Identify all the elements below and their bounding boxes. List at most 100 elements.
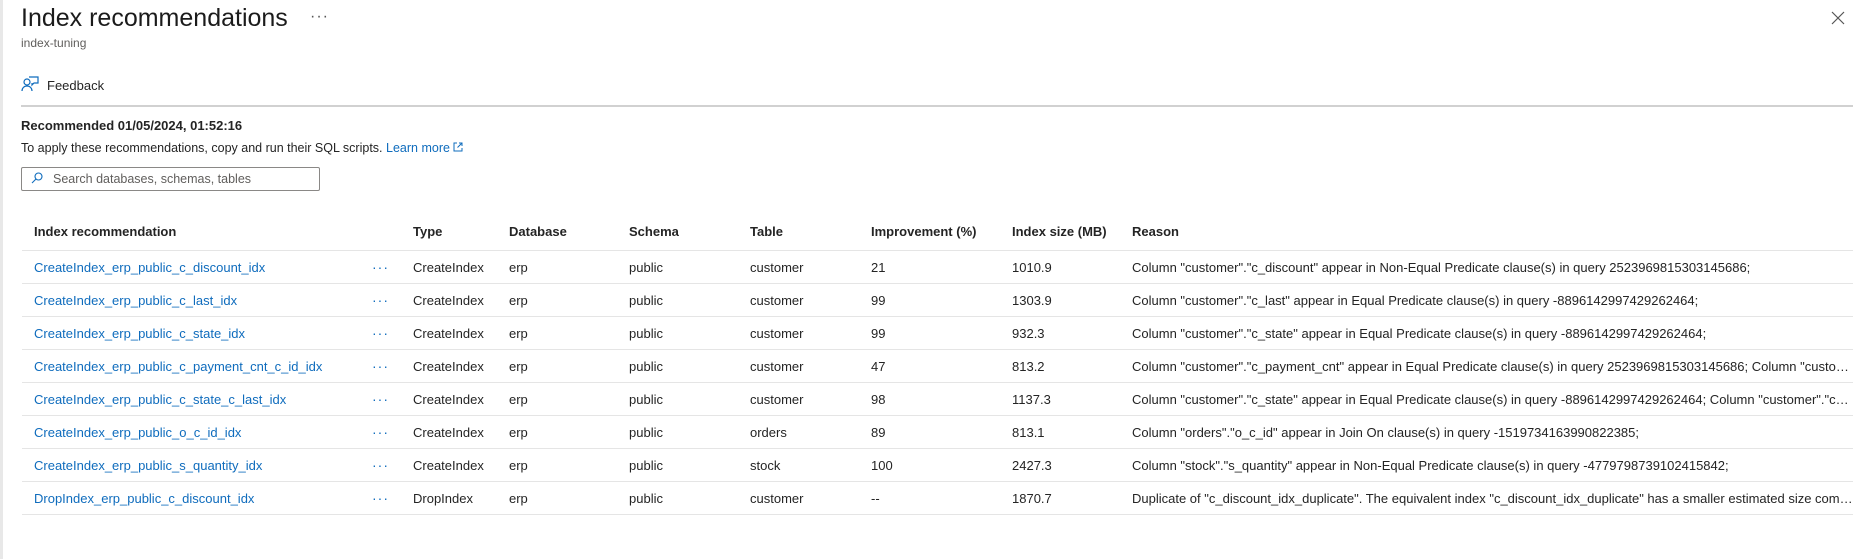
table-row: CreateIndex_erp_public_c_payment_cnt_c_i…: [22, 349, 1853, 383]
row-more-actions-button[interactable]: ···: [372, 250, 413, 284]
index-recommendation-link[interactable]: CreateIndex_erp_public_c_state_c_last_id…: [22, 382, 372, 416]
feedback-label: Feedback: [47, 78, 105, 93]
index-size-cell: 813.1: [1012, 415, 1132, 449]
row-more-actions-button[interactable]: ···: [372, 316, 413, 350]
index-recommendation-link[interactable]: CreateIndex_erp_public_o_c_id_idx: [22, 415, 372, 449]
apply-instructions: To apply these recommendations, copy and…: [21, 141, 463, 155]
schema-cell: public: [629, 448, 750, 482]
database-cell: erp: [509, 481, 629, 515]
search-input[interactable]: [53, 172, 303, 186]
type-cell: CreateIndex: [413, 316, 509, 350]
learn-more-label: Learn more: [386, 141, 450, 155]
table-row: CreateIndex_erp_public_c_last_idx ··· Crea…: [22, 283, 1853, 317]
learn-more-link[interactable]: Learn more: [386, 141, 463, 155]
index-size-cell: 1870.7: [1012, 481, 1132, 515]
index-recommendation-link[interactable]: CreateIndex_erp_public_c_state_idx: [22, 316, 372, 350]
index-recommendation-link[interactable]: DropIndex_erp_public_c_discount_idx: [22, 481, 372, 515]
index-size-cell: 2427.3: [1012, 448, 1132, 482]
table-cell: customer: [750, 316, 871, 350]
index-size-cell: 932.3: [1012, 316, 1132, 350]
toolbar-divider: [21, 105, 1853, 107]
column-header-type[interactable]: Type: [413, 223, 443, 239]
feedback-icon: [21, 76, 39, 95]
row-more-actions-button[interactable]: ···: [372, 349, 413, 383]
improvement-cell: 47: [871, 349, 1012, 383]
index-recommendation-link[interactable]: CreateIndex_erp_public_c_discount_idx: [22, 250, 372, 284]
type-cell: CreateIndex: [413, 382, 509, 416]
table-row: CreateIndex_erp_public_c_discount_idx ···…: [22, 250, 1853, 284]
database-cell: erp: [509, 283, 629, 317]
database-cell: erp: [509, 316, 629, 350]
table-row: DropIndex_erp_public_c_discount_idx ··· Dr…: [22, 481, 1853, 515]
database-cell: erp: [509, 415, 629, 449]
type-cell: CreateIndex: [413, 415, 509, 449]
row-more-actions-button[interactable]: ···: [372, 448, 413, 482]
schema-cell: public: [629, 382, 750, 416]
page-subtitle: index-tuning: [21, 36, 87, 50]
improvement-cell: 98: [871, 382, 1012, 416]
table-cell: customer: [750, 250, 871, 284]
search-icon: [22, 171, 53, 187]
column-header-index-recommendation[interactable]: Index recommendation: [34, 223, 177, 239]
reason-cell: Column "orders"."o_c_id" appear in Join …: [1132, 415, 1853, 449]
database-cell: erp: [509, 448, 629, 482]
reason-cell: Duplicate of "c_discount_idx_duplicate".…: [1132, 481, 1853, 515]
column-header-index-size[interactable]: Index size (MB): [1012, 223, 1107, 239]
table-header-row: Index recommendation Type Database Schem…: [22, 212, 1853, 251]
reason-cell: Column "customer"."c_state" appear in Eq…: [1132, 382, 1853, 416]
reason-cell: Column "customer"."c_discount" appear in…: [1132, 250, 1853, 284]
external-link-icon: [453, 141, 463, 155]
search-box[interactable]: [21, 167, 320, 191]
table-cell: customer: [750, 382, 871, 416]
row-more-actions-button[interactable]: ···: [372, 415, 413, 449]
recommended-timestamp: Recommended 01/05/2024, 01:52:16: [21, 118, 243, 133]
row-more-actions-button[interactable]: ···: [372, 283, 413, 317]
feedback-button[interactable]: Feedback: [21, 76, 104, 95]
reason-cell: Column "customer"."c_last" appear in Equ…: [1132, 283, 1853, 317]
type-cell: CreateIndex: [413, 250, 509, 284]
table-row: CreateIndex_erp_public_c_state_c_last_id…: [22, 382, 1853, 416]
improvement-cell: 99: [871, 283, 1012, 317]
index-size-cell: 1010.9: [1012, 250, 1132, 284]
close-icon[interactable]: [1829, 9, 1847, 27]
type-cell: CreateIndex: [413, 448, 509, 482]
schema-cell: public: [629, 316, 750, 350]
index-recommendation-link[interactable]: CreateIndex_erp_public_c_last_idx: [22, 283, 372, 317]
schema-cell: public: [629, 415, 750, 449]
panel-left-border: [0, 0, 3, 559]
table-cell: customer: [750, 349, 871, 383]
schema-cell: public: [629, 283, 750, 317]
improvement-cell: 99: [871, 316, 1012, 350]
schema-cell: public: [629, 481, 750, 515]
index-recommendation-link[interactable]: CreateIndex_erp_public_s_quantity_idx: [22, 448, 372, 482]
table-cell: customer: [750, 481, 871, 515]
type-cell: CreateIndex: [413, 349, 509, 383]
index-size-cell: 1303.9: [1012, 283, 1132, 317]
table-row: CreateIndex_erp_public_c_state_idx ··· Cre…: [22, 316, 1853, 350]
reason-cell: Column "customer"."c_payment_cnt" appear…: [1132, 349, 1853, 383]
column-header-reason[interactable]: Reason: [1132, 223, 1179, 239]
recommendations-table: Index recommendation Type Database Schem…: [22, 212, 1853, 515]
page-title: Index recommendations: [21, 4, 288, 32]
index-recommendation-link[interactable]: CreateIndex_erp_public_c_payment_cnt_c_i…: [22, 349, 372, 383]
reason-cell: Column "customer"."c_state" appear in Eq…: [1132, 316, 1853, 350]
table-cell: stock: [750, 448, 871, 482]
type-cell: DropIndex: [413, 481, 509, 515]
improvement-cell: 100: [871, 448, 1012, 482]
index-size-cell: 1137.3: [1012, 382, 1132, 416]
more-options-button[interactable]: ···: [310, 8, 329, 25]
column-header-improvement[interactable]: Improvement (%): [871, 223, 977, 239]
schema-cell: public: [629, 349, 750, 383]
row-more-actions-button[interactable]: ···: [372, 382, 413, 416]
table-cell: customer: [750, 283, 871, 317]
row-more-actions-button[interactable]: ···: [372, 481, 413, 515]
type-cell: CreateIndex: [413, 283, 509, 317]
column-header-table[interactable]: Table: [750, 223, 783, 239]
column-header-database[interactable]: Database: [509, 223, 567, 239]
database-cell: erp: [509, 250, 629, 284]
schema-cell: public: [629, 250, 750, 284]
improvement-cell: --: [871, 481, 1012, 515]
column-header-schema[interactable]: Schema: [629, 223, 679, 239]
column-header-actions: [372, 212, 413, 251]
table-row: CreateIndex_erp_public_s_quantity_idx ···…: [22, 448, 1853, 482]
